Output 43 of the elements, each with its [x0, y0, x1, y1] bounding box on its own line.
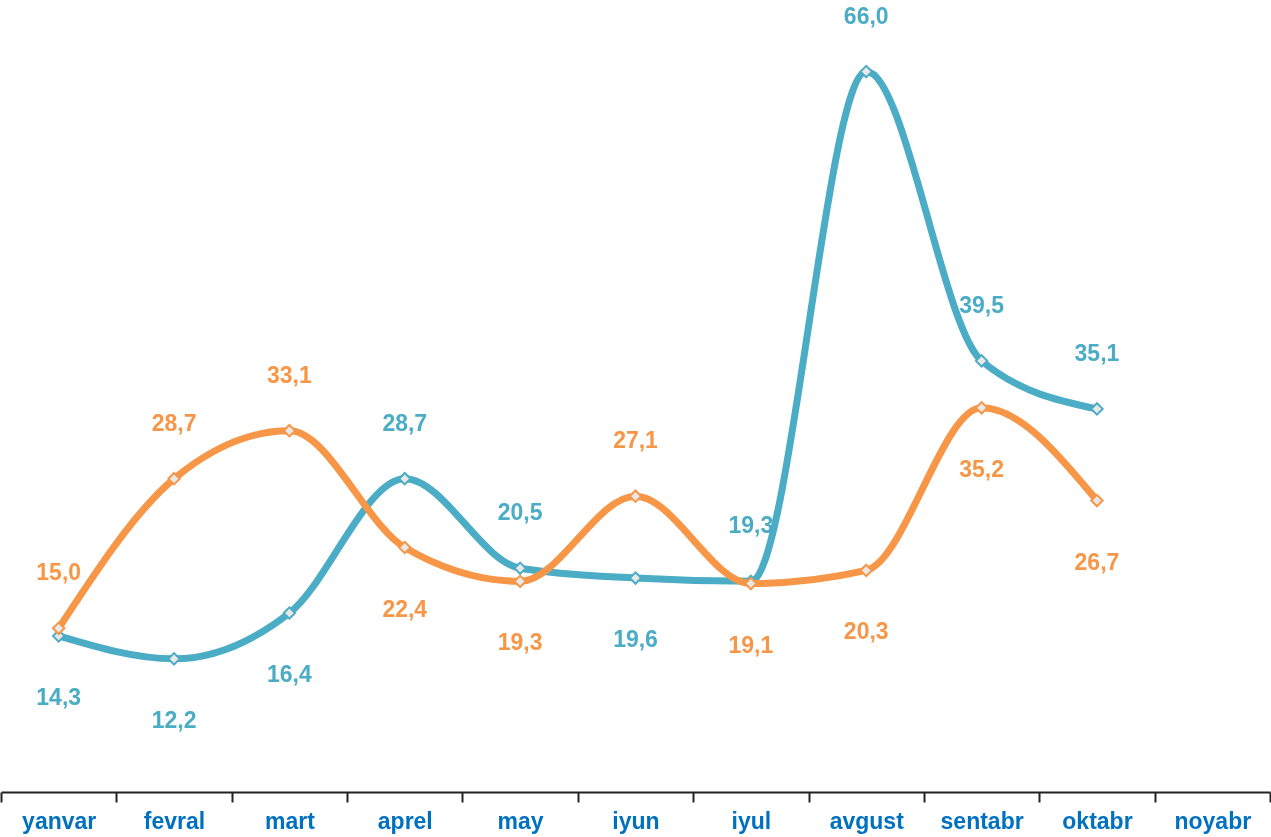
point: [859, 563, 873, 578]
data-label: 35,2: [959, 455, 1004, 482]
x-tick-label: aprel: [377, 807, 433, 834]
data-label: 66,0: [843, 2, 889, 29]
x-tick-label: fevral: [143, 807, 206, 834]
data-label: 28,7: [151, 409, 197, 436]
x-tick-label: oktabr: [1062, 807, 1133, 834]
data-label: 14,3: [36, 683, 82, 710]
point: [513, 561, 527, 575]
data-label: 20,3: [843, 618, 889, 645]
data-label: 35,1: [1074, 339, 1120, 366]
data-label: 19,3: [497, 629, 543, 656]
x-tick-label: iyul: [731, 807, 772, 834]
data-label: 19,6: [613, 626, 658, 653]
x-tick-label: iyun: [612, 807, 660, 834]
point: [51, 621, 66, 635]
x-tick-label: mart: [264, 807, 316, 834]
point: [282, 606, 297, 620]
data-label: 19,3: [728, 512, 774, 539]
point: [1090, 493, 1104, 508]
point: [167, 652, 181, 666]
point: [1090, 402, 1104, 416]
data-label: 20,5: [497, 499, 543, 526]
point: [398, 540, 412, 555]
data-label: 22,4: [382, 595, 428, 622]
data-label: 39,5: [959, 291, 1005, 318]
data-label: 26,7: [1074, 548, 1120, 575]
data-label: 33,1: [267, 361, 312, 388]
data-label: 16,4: [267, 660, 312, 687]
data-label: 19,1: [728, 631, 774, 658]
x-tick-label: yanvar: [22, 807, 97, 834]
data-label: 28,7: [382, 409, 428, 436]
point: [167, 472, 181, 486]
x-tick-label: noyabr: [1174, 807, 1252, 834]
point: [974, 354, 989, 368]
x-tick-label: sentabr: [940, 807, 1024, 834]
point: [859, 64, 873, 79]
data-label: 15,0: [36, 559, 82, 586]
point: [513, 574, 527, 589]
data-label: 27,1: [613, 427, 659, 454]
x-tick-label: may: [497, 807, 544, 834]
data-label: 12,2: [151, 706, 197, 733]
x-tick-label: avgust: [829, 807, 905, 834]
